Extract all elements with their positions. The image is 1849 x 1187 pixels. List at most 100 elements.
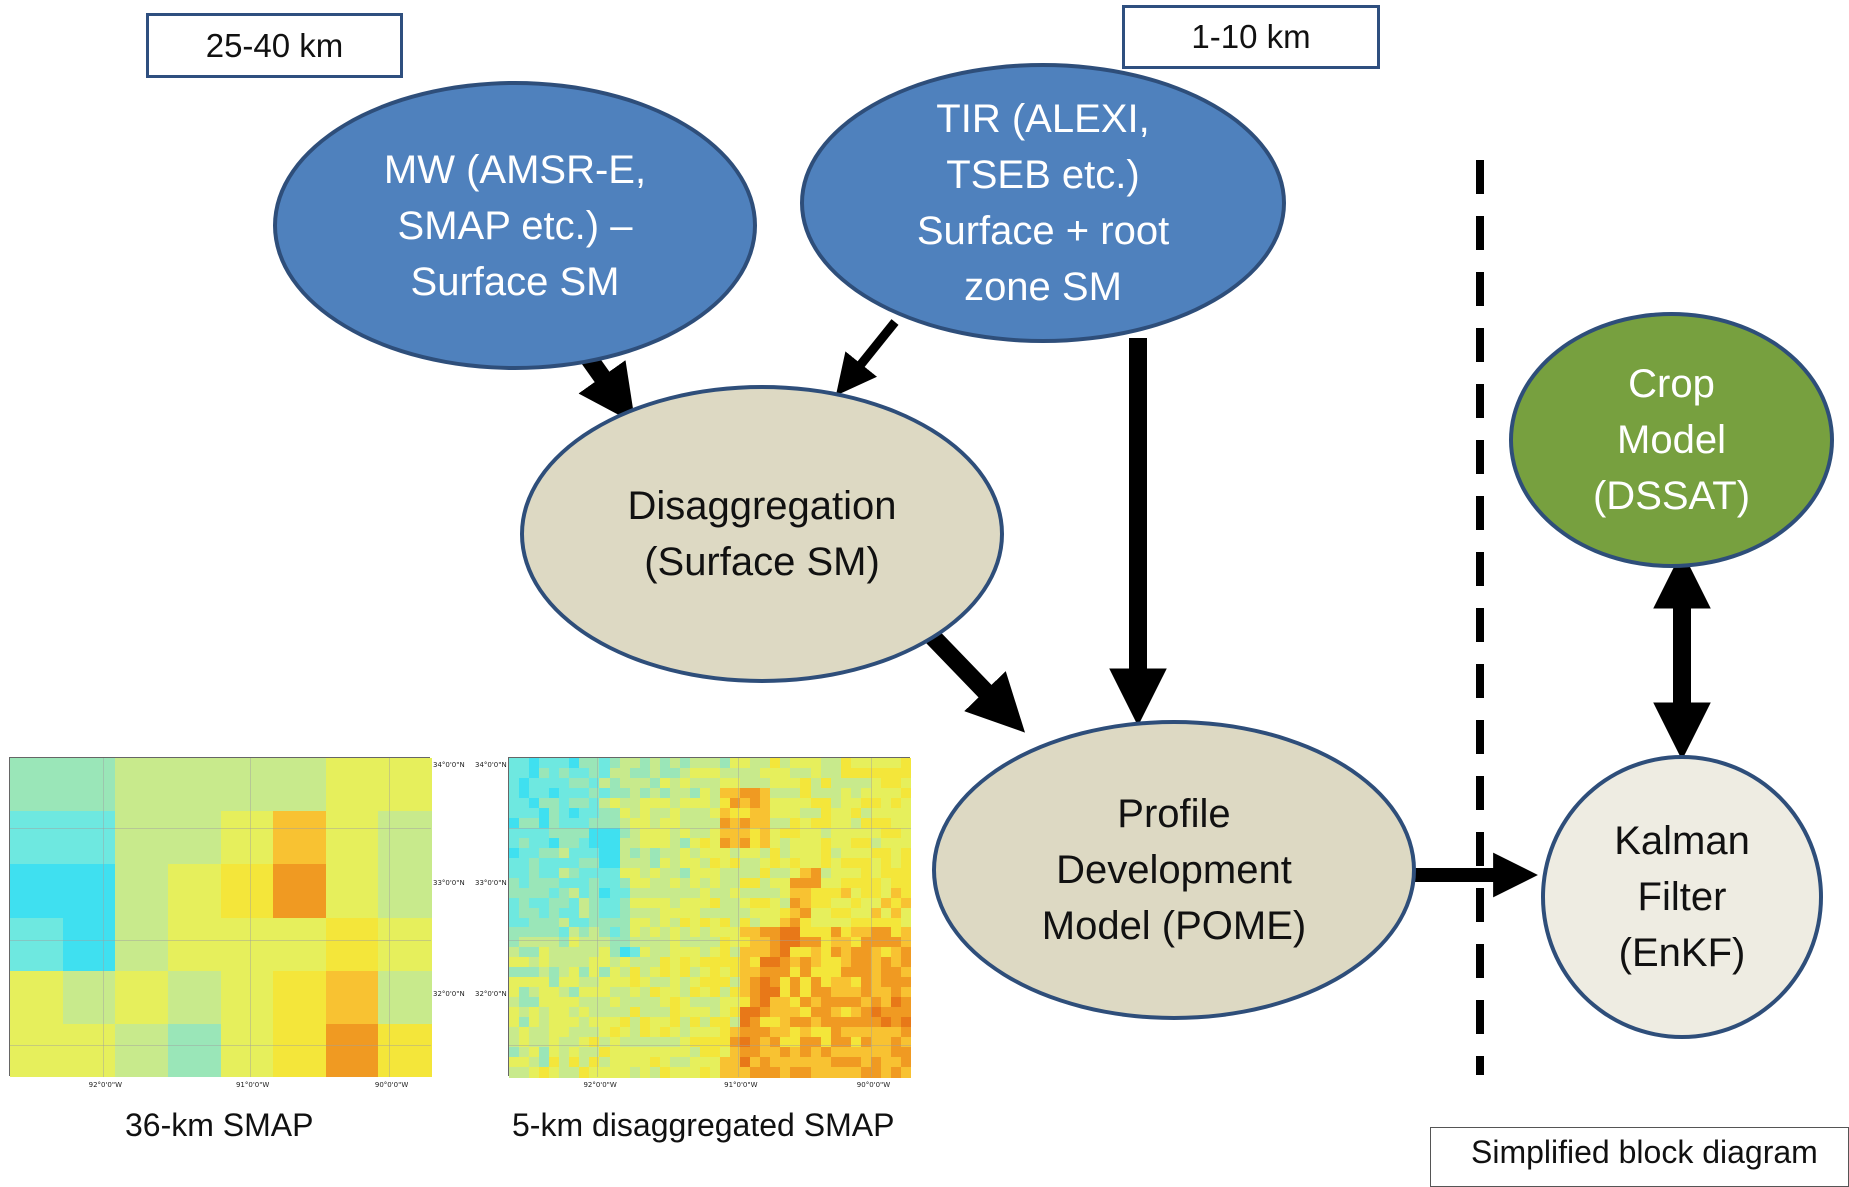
map-cell xyxy=(699,947,711,958)
map-cell xyxy=(699,917,711,928)
map-cell xyxy=(870,987,882,998)
map-cell xyxy=(790,1037,801,1048)
map-cell xyxy=(890,947,902,958)
map-cell xyxy=(699,867,711,879)
map-cell xyxy=(669,1007,681,1018)
map-cell xyxy=(710,1047,721,1058)
map-cell xyxy=(378,1023,432,1078)
map-cell xyxy=(820,827,832,839)
node-tir-root-zone-sm: TIR (ALEXI, TSEB etc.) Surface + root zo… xyxy=(800,63,1286,343)
map-cell xyxy=(649,907,661,918)
map-cell xyxy=(770,807,781,819)
map-cell xyxy=(689,957,701,968)
map-cell xyxy=(820,767,832,779)
map-cell xyxy=(10,970,64,1025)
map-cell xyxy=(559,847,570,859)
map-cell xyxy=(220,917,274,972)
map-cell xyxy=(790,1027,801,1038)
map-cell xyxy=(509,1027,520,1038)
map-cell xyxy=(609,897,621,909)
map-cell xyxy=(609,957,621,968)
map-cell xyxy=(770,1037,781,1048)
map-cell xyxy=(820,1027,832,1038)
map-cell xyxy=(860,977,872,988)
map-cell xyxy=(569,807,580,819)
map-cell xyxy=(770,857,781,869)
map-cell xyxy=(689,987,701,998)
map-cell xyxy=(569,917,580,928)
map-cell xyxy=(549,917,560,928)
map-cell xyxy=(589,1017,600,1028)
map-cell xyxy=(770,947,781,958)
map-cell xyxy=(325,864,379,918)
map-cell xyxy=(559,827,570,839)
map-cell xyxy=(519,837,530,849)
map-cell xyxy=(900,797,912,809)
map-cell xyxy=(840,847,852,859)
map-cell xyxy=(679,777,691,789)
map-cell xyxy=(710,987,721,998)
map-cell xyxy=(589,1057,600,1068)
map-cell xyxy=(669,967,681,978)
map-cell xyxy=(599,1037,610,1048)
map-cell xyxy=(720,937,731,948)
map-cell xyxy=(770,797,781,809)
map-cell xyxy=(549,967,560,978)
map-cell xyxy=(539,887,550,899)
map-cell xyxy=(890,897,902,909)
map-cell xyxy=(750,877,761,889)
map-cell xyxy=(890,1007,902,1018)
map-cell xyxy=(830,777,842,789)
map-cell xyxy=(519,1037,530,1048)
map-cell xyxy=(860,817,872,829)
map-cell xyxy=(559,1067,570,1078)
map-cell xyxy=(840,977,852,988)
map-cell xyxy=(619,987,631,998)
map-cell xyxy=(559,1057,570,1068)
map-cell xyxy=(539,827,550,839)
map-cell xyxy=(810,807,822,819)
map-cell xyxy=(800,867,811,879)
map-cell xyxy=(509,947,520,958)
map-cell xyxy=(115,1023,169,1078)
map-cell xyxy=(609,907,621,918)
map-cell xyxy=(890,1047,902,1058)
map-cell xyxy=(509,867,520,879)
map-cell xyxy=(770,957,781,968)
map-cell xyxy=(860,907,872,918)
map-cell xyxy=(760,807,771,819)
map-cell xyxy=(609,807,621,819)
map-cell xyxy=(710,837,721,849)
map-cell xyxy=(559,767,570,779)
map-cell xyxy=(649,787,661,799)
map-cell xyxy=(659,767,671,779)
map-cell xyxy=(890,977,902,988)
map-cell xyxy=(890,1027,902,1038)
map-cell xyxy=(649,887,661,899)
map-cell xyxy=(167,1023,221,1078)
map-cell xyxy=(609,997,621,1008)
map-cell xyxy=(860,957,872,968)
map-cell xyxy=(800,767,811,779)
map-cell xyxy=(529,787,540,799)
map-cell xyxy=(679,847,691,859)
map-cell xyxy=(780,877,791,889)
map-cell xyxy=(659,777,671,789)
map-cell xyxy=(659,907,671,918)
map-cell xyxy=(509,1057,520,1068)
map-cell xyxy=(509,917,520,928)
map-cell xyxy=(820,857,832,869)
map-cell xyxy=(830,787,842,799)
map-cell xyxy=(529,1007,540,1018)
map-cell xyxy=(770,877,781,889)
map-cell xyxy=(750,797,761,809)
map-cell xyxy=(890,787,902,799)
map-cell xyxy=(629,758,641,769)
map-cell xyxy=(629,817,641,829)
map-cell xyxy=(800,957,811,968)
map-cell xyxy=(599,767,610,779)
map-cell xyxy=(710,897,721,909)
map-cell xyxy=(679,787,691,799)
map-cell xyxy=(599,897,610,909)
map-cell xyxy=(599,947,610,958)
